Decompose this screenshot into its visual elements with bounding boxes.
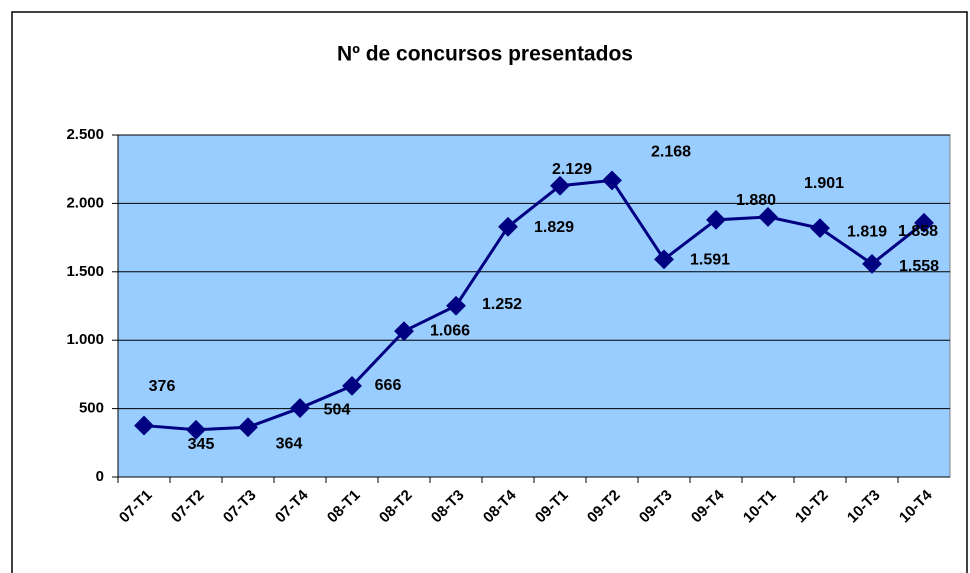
line [143,178,925,432]
data-label: 345 [188,436,215,453]
y-tick-label: 1.000 [66,331,104,348]
y-tick-label: 1.500 [66,263,104,280]
data-label: 504 [324,401,351,418]
plot-area [117,134,951,478]
marker [238,417,258,438]
marker [134,415,154,436]
y-tick-label: 2.000 [66,194,104,211]
data-label: 364 [276,435,303,452]
data-label: 376 [149,378,176,395]
data-label: 666 [375,377,402,394]
marker [550,175,570,196]
data-label: 1.858 [898,223,938,240]
marker [394,321,414,342]
y-tick-label: 500 [79,400,104,417]
data-label: 1.829 [534,219,574,236]
marker [290,398,310,418]
data-label: 1.591 [690,252,730,269]
y-tick-label: 0 [96,468,104,485]
chart-title: Nº de concursos presentados [337,43,633,66]
marker [342,375,362,396]
data-label: 1.066 [430,322,470,339]
data-label: 1.880 [736,192,776,209]
data-label: 1.819 [847,223,887,240]
marker [446,295,466,316]
marker [862,253,882,274]
data-label: 2.129 [552,161,592,178]
y-tick-label: 2.500 [66,126,104,143]
data-label: 1.252 [482,296,522,313]
data-label: 1.901 [804,175,844,192]
data-label: 2.168 [651,144,691,161]
data-label: 1.558 [899,258,939,275]
marker [186,419,206,440]
